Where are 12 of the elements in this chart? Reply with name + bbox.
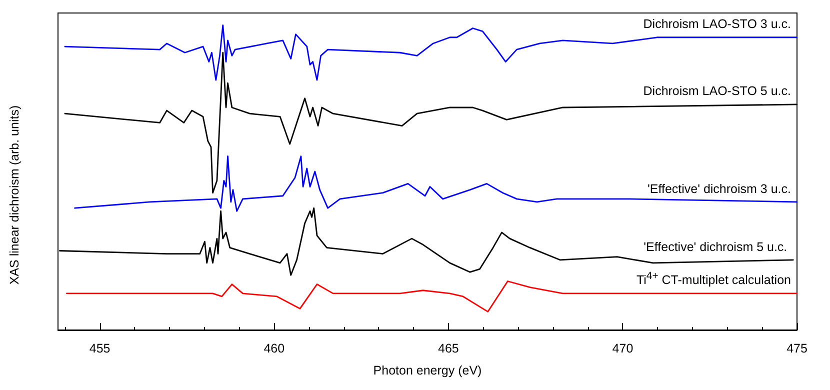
series-label: Ti$^{4+}$ CT-multiplet calculation bbox=[636, 271, 791, 288]
series-label: Dichroism LAO-STO 3 u.c. bbox=[643, 17, 791, 32]
x-tick-label: 460 bbox=[264, 342, 285, 356]
x-tick-label: 470 bbox=[612, 342, 634, 356]
series-label: 'Effective' dichroism 3 u.c. bbox=[648, 182, 791, 197]
x-axis-title: Photon energy (eV) bbox=[373, 364, 482, 378]
y-axis-title: XAS linear dichroism (arb. units) bbox=[8, 105, 22, 285]
x-tick-label: 455 bbox=[89, 342, 110, 356]
x-tick-label: 475 bbox=[786, 342, 808, 356]
series-label: 'Effective' dichroism 5 u.c. bbox=[644, 240, 788, 255]
series-label: Dichroism LAO-STO 5 u.c. bbox=[643, 84, 791, 100]
x-tick-label: 465 bbox=[438, 342, 459, 356]
